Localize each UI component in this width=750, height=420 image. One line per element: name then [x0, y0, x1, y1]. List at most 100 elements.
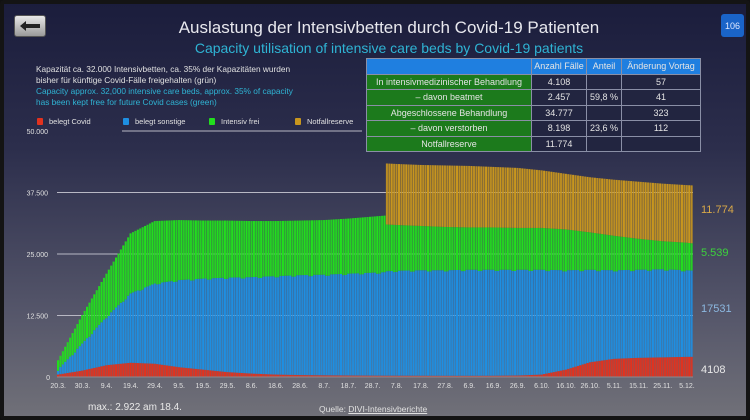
- bar-notfallreserve: [603, 178, 606, 235]
- source-link[interactable]: DIVI-Intensivberichte: [348, 404, 428, 414]
- bar-belegt-covid: [422, 375, 425, 377]
- bar-belegt-covid: [238, 372, 241, 377]
- bar-intensiv-frei: [262, 221, 265, 277]
- bar-intensiv-frei: [671, 241, 674, 270]
- bar-notfallreserve: [545, 171, 548, 229]
- bar-belegt-sonstige: [685, 270, 688, 357]
- bar-intensiv-frei: [676, 242, 679, 270]
- bar-belegt-covid: [564, 369, 567, 377]
- bar-notfallreserve: [644, 182, 647, 240]
- chart-legend: belegt Covid belegt sonstige Intensiv fr…: [37, 117, 381, 126]
- bar-belegt-sonstige: [182, 279, 185, 368]
- bar-notfallreserve: [547, 171, 550, 229]
- bar-belegt-covid: [211, 370, 214, 377]
- bar-intensiv-frei: [678, 242, 681, 270]
- bar-belegt-sonstige: [112, 309, 115, 365]
- bar-belegt-covid: [501, 375, 505, 377]
- bar-intensiv-frei: [57, 360, 60, 371]
- bar-intensiv-frei: [690, 243, 693, 271]
- bar-belegt-covid: [448, 375, 451, 377]
- share-cell: [586, 73, 622, 90]
- bar-belegt-sonstige: [153, 283, 156, 364]
- bar-notfallreserve: [552, 172, 555, 229]
- bar-belegt-sonstige: [591, 269, 594, 362]
- bar-intensiv-frei: [177, 220, 180, 281]
- bar-notfallreserve: [516, 167, 519, 228]
- bar-intensiv-frei: [598, 233, 601, 272]
- bar-intensiv-frei: [487, 227, 490, 270]
- bar-belegt-sonstige: [199, 278, 202, 370]
- bar-belegt-covid: [446, 375, 449, 377]
- bar-belegt-sonstige: [209, 279, 212, 371]
- bar-belegt-covid: [231, 372, 234, 377]
- bar-belegt-sonstige: [514, 270, 517, 376]
- bar-intensiv-frei: [81, 315, 84, 344]
- bar-belegt-sonstige: [235, 277, 239, 373]
- bar-intensiv-frei: [185, 220, 188, 280]
- bar-intensiv-frei: [625, 237, 628, 270]
- bar-notfallreserve: [528, 169, 531, 228]
- bar-notfallreserve: [504, 167, 507, 228]
- bar-intensiv-frei: [630, 237, 633, 272]
- bar-intensiv-frei: [477, 227, 480, 271]
- bar-belegt-covid: [494, 375, 497, 377]
- legend-swatch: [37, 118, 43, 125]
- bar-belegt-covid: [555, 371, 558, 377]
- back-button[interactable]: [14, 15, 46, 37]
- bar-belegt-covid: [349, 375, 352, 377]
- bar-notfallreserve: [521, 168, 524, 228]
- bar-belegt-covid: [228, 372, 231, 377]
- bar-belegt-sonstige: [284, 275, 287, 375]
- bar-belegt-sonstige: [177, 280, 180, 368]
- bar-belegt-sonstige: [584, 269, 587, 364]
- bar-belegt-sonstige: [69, 356, 72, 373]
- change-cell: 57: [621, 73, 701, 90]
- bar-belegt-sonstige: [649, 270, 652, 358]
- bar-intensiv-frei: [443, 226, 446, 272]
- bar-belegt-sonstige: [313, 274, 316, 376]
- y-tick-label: 0: [46, 375, 50, 382]
- bar-belegt-covid: [678, 356, 681, 377]
- bar-intensiv-frei: [83, 310, 86, 341]
- bar-belegt-covid: [289, 374, 292, 377]
- y-tick-label: 12.500: [27, 314, 49, 321]
- bar-notfallreserve: [494, 167, 497, 228]
- bar-intensiv-frei: [376, 216, 379, 274]
- bar-notfallreserve: [596, 177, 599, 234]
- bar-belegt-sonstige: [277, 277, 280, 375]
- bar-intensiv-frei: [366, 217, 369, 273]
- bar-belegt-sonstige: [659, 269, 662, 358]
- bar-belegt-covid: [144, 363, 147, 377]
- legend-item-reserve: Notfallreserve: [295, 117, 381, 126]
- x-tick-label: 28.7.: [365, 383, 381, 390]
- change-cell: 323: [621, 104, 701, 121]
- bar-intensiv-frei: [144, 225, 147, 288]
- table-row: Abgeschlossene Behandlung 34.777 323: [366, 104, 701, 121]
- bar-belegt-covid: [586, 362, 589, 377]
- bar-belegt-covid: [342, 375, 345, 377]
- bar-notfallreserve: [659, 183, 662, 241]
- bar-belegt-covid: [146, 363, 149, 377]
- bar-belegt-sonstige: [260, 277, 263, 374]
- bar-belegt-sonstige: [518, 269, 521, 376]
- legend-item-covid: belegt Covid: [37, 117, 123, 126]
- bar-intensiv-frei: [521, 227, 524, 270]
- bar-intensiv-frei: [127, 237, 130, 296]
- bar-belegt-covid: [545, 373, 548, 377]
- bar-belegt-sonstige: [618, 270, 621, 359]
- bar-belegt-sonstige: [257, 278, 260, 374]
- bar-intensiv-frei: [589, 232, 592, 270]
- bar-belegt-sonstige: [148, 285, 151, 364]
- bar-belegt-sonstige: [136, 290, 139, 364]
- bar-belegt-sonstige: [122, 301, 125, 364]
- bar-notfallreserve: [489, 166, 492, 228]
- share-cell: [586, 135, 622, 152]
- bar-intensiv-frei: [61, 351, 64, 365]
- bar-belegt-covid: [644, 357, 647, 377]
- bar-belegt-sonstige: [654, 269, 657, 358]
- bar-belegt-sonstige: [487, 269, 490, 376]
- bar-intensiv-frei: [656, 240, 659, 270]
- x-tick-label: 26.9.: [510, 383, 526, 390]
- bar-intensiv-frei: [661, 241, 664, 270]
- bar-intensiv-frei: [102, 277, 106, 320]
